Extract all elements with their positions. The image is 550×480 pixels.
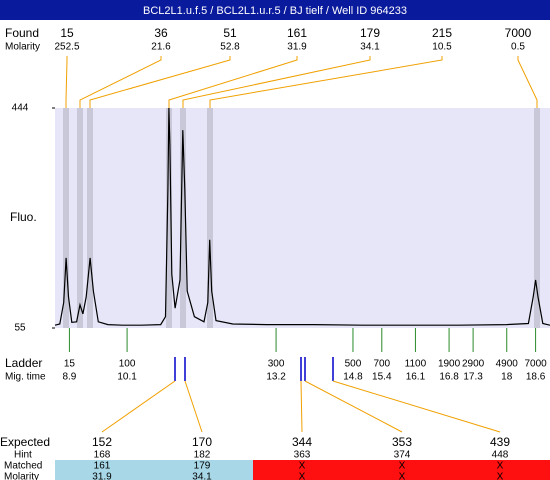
found-size: 179	[360, 26, 380, 40]
peak-connector	[65, 56, 68, 108]
found-molarity: 0.5	[511, 42, 525, 53]
ladder-time: 15.4	[372, 372, 392, 383]
ladder-time: 16.8	[439, 372, 459, 383]
ladder-time: 17.3	[463, 372, 483, 383]
found-size: 36	[154, 26, 168, 40]
ladder-size: 15	[64, 359, 76, 370]
y-label: Fluo.	[10, 210, 37, 224]
hint-label: Hint	[14, 450, 32, 461]
peak-band	[63, 108, 69, 328]
header-bar	[0, 0, 550, 20]
expected-size: 439	[490, 435, 510, 449]
found-label: Found	[5, 26, 39, 40]
expected-matched: X	[399, 461, 406, 472]
expected-size: 344	[292, 435, 312, 449]
peak-connector	[168, 56, 298, 108]
plot-area	[55, 108, 550, 328]
molarity-row-label: Molarity	[4, 472, 39, 480]
expected-label: Expected	[0, 435, 50, 449]
expected-size: 152	[92, 435, 112, 449]
expected-matched: X	[497, 461, 504, 472]
found-size: 15	[60, 26, 74, 40]
peak-band	[166, 108, 172, 328]
header-title: BCL2L1.u.f.5 / BCL2L1.u.r.5 / BJ tielf /…	[143, 5, 407, 17]
ladder-size: 500	[345, 359, 362, 370]
peak-connector	[89, 56, 231, 108]
matched-miss-bg	[253, 460, 550, 480]
ladder-size: 700	[373, 359, 390, 370]
mig-time-label: Mig. time	[5, 372, 46, 383]
found-size: 215	[432, 26, 452, 40]
ladder-time: 13.2	[266, 372, 286, 383]
found-molarity: 52.8	[220, 42, 240, 53]
found-size: 7000	[505, 26, 532, 40]
y-tick-label: 55	[14, 323, 26, 334]
peak-band	[180, 108, 186, 328]
found-molarity: 252.5	[54, 42, 79, 53]
ladder-time: 18.6	[526, 372, 546, 383]
expected-hint: 374	[394, 450, 411, 461]
ladder-time: 10.1	[117, 372, 137, 383]
peak-band	[87, 108, 93, 328]
expected-molarity: 34.1	[192, 472, 212, 480]
peak-connector	[182, 56, 371, 108]
expected-size: 353	[392, 435, 412, 449]
ladder-time: 14.8	[343, 372, 363, 383]
peak-connector	[209, 56, 443, 108]
found-molarity: 21.6	[151, 42, 171, 53]
found-size: 161	[287, 26, 307, 40]
peak-band	[77, 108, 83, 328]
expected-molarity: 31.9	[92, 472, 112, 480]
found-molarity: 34.1	[360, 42, 380, 53]
ladder-size: 7000	[524, 359, 547, 370]
ladder-size: 1100	[405, 359, 427, 370]
matched-ok-bg	[55, 460, 253, 480]
ladder-time: 16.1	[406, 372, 426, 383]
expected-connector	[304, 380, 403, 433]
ladder-size: 100	[119, 359, 136, 370]
expected-connector	[300, 380, 303, 433]
expected-hint: 182	[194, 450, 211, 461]
ladder-time: 18	[501, 372, 513, 383]
found-molarity: 10.5	[432, 42, 452, 53]
peak-band	[207, 108, 213, 328]
ladder-size: 1900	[438, 359, 461, 370]
found-size: 51	[223, 26, 237, 40]
molarity-label: Molarity	[5, 42, 40, 53]
expected-connector	[184, 380, 203, 433]
peak-connector	[517, 56, 538, 108]
expected-hint: 363	[294, 450, 311, 461]
peak-band	[534, 108, 540, 328]
ladder-size: 4900	[496, 359, 519, 370]
expected-size: 170	[192, 435, 212, 449]
expected-molarity: X	[299, 472, 306, 480]
ladder-label: Ladder	[5, 356, 42, 370]
found-molarity: 31.9	[287, 42, 307, 53]
expected-matched: X	[299, 461, 306, 472]
expected-matched: 161	[94, 461, 111, 472]
trace	[54, 107, 550, 326]
ladder-time: 8.9	[62, 372, 76, 383]
ladder-size: 2900	[462, 359, 485, 370]
expected-molarity: X	[497, 472, 504, 480]
matched-label: Matched	[4, 461, 42, 472]
expected-molarity: X	[399, 472, 406, 480]
expected-hint: 448	[492, 450, 509, 461]
y-tick-label: 444	[12, 103, 29, 114]
peak-connector	[79, 56, 162, 108]
expected-connector	[332, 380, 501, 433]
ladder-size: 300	[268, 359, 285, 370]
expected-hint: 168	[94, 450, 111, 461]
expected-matched: 179	[194, 461, 211, 472]
expected-connector	[101, 380, 176, 433]
